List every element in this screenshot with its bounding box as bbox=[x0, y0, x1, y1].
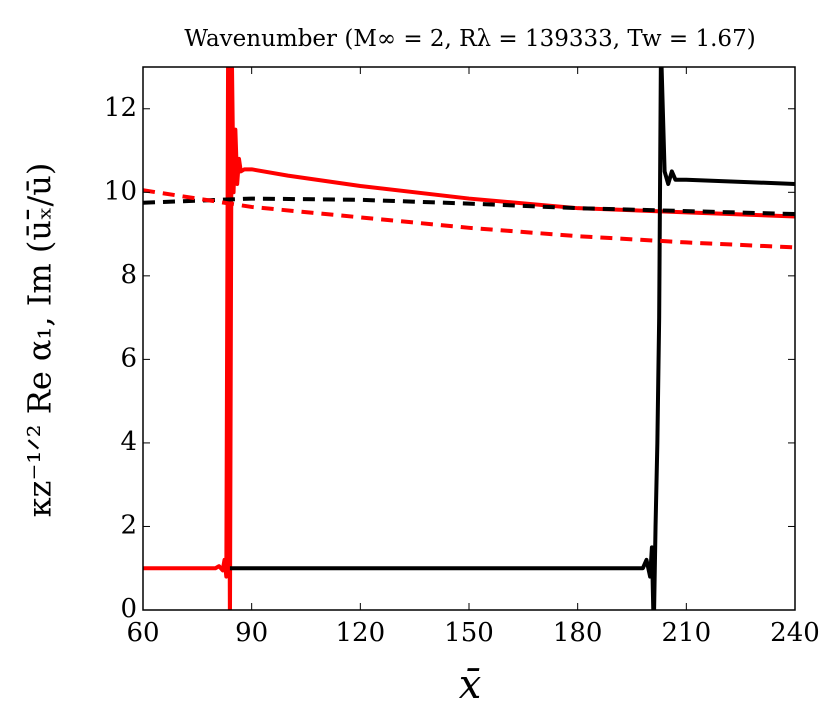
y-tick-label: 6 bbox=[120, 343, 137, 373]
x-tick-label: 120 bbox=[336, 618, 386, 648]
plot-frame bbox=[142, 66, 796, 611]
x-tick-label: 210 bbox=[662, 618, 712, 648]
y-tick-label: 10 bbox=[104, 176, 137, 206]
x-tick-label: 90 bbox=[235, 618, 268, 648]
y-tick-label: 8 bbox=[120, 260, 137, 290]
series-line bbox=[143, 67, 795, 610]
y-tick-label: 2 bbox=[120, 510, 137, 540]
y-tick-label: 4 bbox=[120, 427, 137, 457]
chart-title: Wavenumber (M∞ = 2, Rλ = 139333, Tw = 1.… bbox=[184, 26, 755, 52]
x-tick-label: 60 bbox=[126, 618, 159, 648]
y-tick-label: 12 bbox=[104, 93, 137, 123]
y-tick-label: 0 bbox=[120, 594, 137, 624]
x-tick-label: 180 bbox=[553, 618, 603, 648]
x-axis-label: x̄ bbox=[459, 662, 482, 708]
series-line bbox=[143, 188, 795, 250]
x-tick-label: 240 bbox=[770, 618, 820, 648]
series-line bbox=[143, 196, 795, 217]
x-tick-label: 150 bbox=[444, 618, 494, 648]
plot-area bbox=[143, 67, 795, 610]
series-line bbox=[229, 67, 795, 610]
y-axis-label: κz⁻¹ᐟ² Re α₁, Im (ūₓ̄/ū) bbox=[21, 163, 59, 518]
